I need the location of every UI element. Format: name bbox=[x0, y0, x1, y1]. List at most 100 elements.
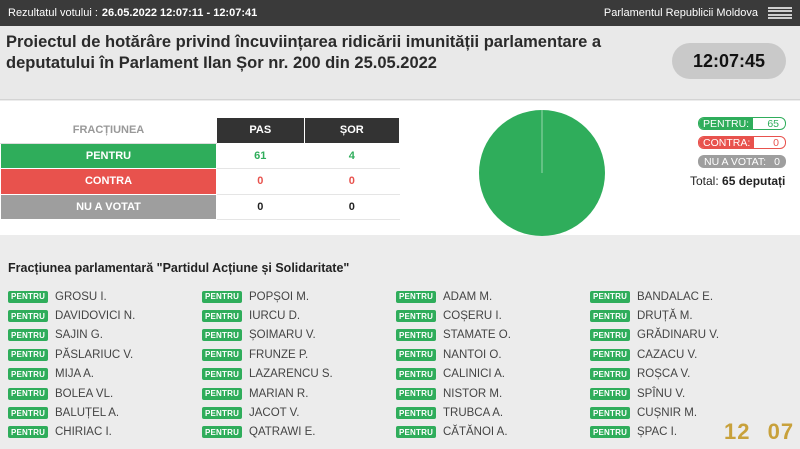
vote-table: FRACȚIUNEA PAS ȘOR PENTRU 61 4 CONTRA 0 … bbox=[0, 117, 401, 220]
deputy-name: CAZACU V. bbox=[637, 348, 698, 361]
list-item: PENTRU CĂTĂNOI A. bbox=[396, 423, 590, 442]
fraction-section: Fracțiunea parlamentară "Partidul Acțiun… bbox=[0, 249, 800, 449]
deputy-name: BALUȚEL A. bbox=[55, 407, 120, 420]
fraction-title: Fracțiunea parlamentară "Partidul Acțiun… bbox=[8, 261, 350, 275]
list-item: PENTRU TRUBCA A. bbox=[396, 403, 590, 422]
cell-pas-contra: 0 bbox=[216, 168, 305, 195]
vote-badge: PENTRU bbox=[8, 368, 48, 381]
list-item: PENTRU ADAM M. bbox=[396, 287, 590, 306]
vote-badge: PENTRU bbox=[590, 329, 630, 342]
table-row: PENTRU 61 4 bbox=[0, 142, 401, 169]
vote-badge: PENTRU bbox=[396, 348, 436, 361]
row-label-nu-a-votat: NU A VOTAT bbox=[0, 193, 217, 220]
deputy-name: NISTOR M. bbox=[443, 387, 503, 400]
vote-result-info: Rezultatul votului : 26.05.2022 12:07:11… bbox=[8, 7, 257, 19]
row-label-pentru: PENTRU bbox=[0, 142, 217, 169]
deputy-name: DRUȚĂ M. bbox=[637, 310, 693, 323]
vote-badge: PENTRU bbox=[202, 387, 242, 400]
total-label: Total: bbox=[690, 174, 719, 188]
vote-badge: PENTRU bbox=[590, 290, 630, 303]
deputy-name: GRĂDINARU V. bbox=[637, 329, 720, 342]
legend-pentru: PENTRU: 65 bbox=[698, 117, 786, 130]
vote-badge: PENTRU bbox=[8, 310, 48, 323]
deputy-name: ROȘCA V. bbox=[637, 368, 691, 381]
vote-badge: PENTRU bbox=[590, 426, 630, 439]
vote-badge: PENTRU bbox=[396, 329, 436, 342]
list-item: PENTRU IURCU D. bbox=[202, 306, 396, 325]
result-range: 26.05.2022 12:07:11 - 12:07:41 bbox=[101, 7, 258, 19]
vote-badge: PENTRU bbox=[396, 426, 436, 439]
vote-badge: PENTRU bbox=[8, 426, 48, 439]
list-item: PENTRU CHIRIAC I. bbox=[8, 423, 202, 442]
vote-badge: PENTRU bbox=[396, 290, 436, 303]
deputy-name: ȘPAC I. bbox=[637, 426, 678, 439]
deputy-name: IURCU D. bbox=[249, 310, 301, 323]
deputy-name: JACOT V. bbox=[249, 407, 300, 420]
list-item: PENTRU LAZARENCU S. bbox=[202, 365, 396, 384]
list-item: PENTRU BOLEA VL. bbox=[8, 384, 202, 403]
vote-badge: PENTRU bbox=[202, 426, 242, 439]
legend-pentru-label: PENTRU: bbox=[699, 118, 754, 130]
list-item: PENTRU SPÎNU V. bbox=[590, 384, 784, 403]
vote-summary: FRACȚIUNEA PAS ȘOR PENTRU 61 4 CONTRA 0 … bbox=[0, 101, 800, 236]
column-sor: ȘOR bbox=[303, 117, 401, 144]
vote-badge: PENTRU bbox=[202, 329, 242, 342]
deputies-grid: PENTRU GROSU I. PENTRU DAVIDOVICI N. PENTRU S… bbox=[8, 287, 800, 442]
deputy-name: COȘERU I. bbox=[443, 310, 502, 323]
total-deputies: Total: 65 deputați bbox=[690, 174, 798, 188]
deputy-name: NANTOI O. bbox=[443, 348, 502, 361]
list-item: PENTRU CAZACU V. bbox=[590, 345, 784, 364]
deputy-name: GROSU I. bbox=[55, 290, 107, 303]
deputy-name: TRUBCA A. bbox=[443, 407, 504, 420]
vote-badge: PENTRU bbox=[8, 329, 48, 342]
list-item: PENTRU ȘPAC I. bbox=[590, 423, 784, 442]
legend-contra-label: CONTRA: bbox=[699, 137, 755, 149]
vote-badge: PENTRU bbox=[202, 407, 242, 420]
bill-title: Proiectul de hotărâre privind încuviința… bbox=[6, 33, 602, 72]
cell-sor-pentru: 4 bbox=[303, 142, 401, 169]
deputy-name: SAJIN G. bbox=[55, 329, 103, 342]
vote-badge: PENTRU bbox=[396, 387, 436, 400]
list-item: PENTRU SAJIN G. bbox=[8, 326, 202, 345]
vote-badge: PENTRU bbox=[202, 348, 242, 361]
vote-badge: PENTRU bbox=[202, 310, 242, 323]
deputy-name: LAZARENCU S. bbox=[249, 368, 333, 381]
list-item: PENTRU NISTOR M. bbox=[396, 384, 590, 403]
list-item: PENTRU BANDALAC E. bbox=[590, 287, 784, 306]
vote-badge: PENTRU bbox=[590, 310, 630, 323]
parliament-name: Parlamentul Republicii Moldova bbox=[603, 7, 758, 19]
legend-nav-label: NU A VOTAT: bbox=[704, 155, 767, 168]
vote-badge: PENTRU bbox=[8, 348, 48, 361]
list-item: PENTRU CUȘNIR M. bbox=[590, 403, 784, 422]
legend-contra: CONTRA: 0 bbox=[698, 136, 786, 149]
deputy-name: ȘOIMARU V. bbox=[249, 329, 316, 342]
cell-pas-pentru: 61 bbox=[216, 142, 305, 169]
list-item: PENTRU DRUȚĂ M. bbox=[590, 306, 784, 325]
legend-nav-value: 0 bbox=[774, 155, 780, 168]
vote-badge: PENTRU bbox=[396, 368, 436, 381]
list-item: PENTRU MIJA A. bbox=[8, 365, 202, 384]
list-item: PENTRU COȘERU I. bbox=[396, 306, 590, 325]
cell-sor-nu-a-votat: 0 bbox=[303, 193, 401, 220]
deputy-name: ADAM M. bbox=[443, 290, 493, 303]
cell-sor-contra: 0 bbox=[303, 168, 401, 195]
deputy-name: CHIRIAC I. bbox=[55, 426, 112, 439]
list-item: PENTRU DAVIDOVICI N. bbox=[8, 306, 202, 325]
deputy-name: FRUNZE P. bbox=[249, 348, 309, 361]
vote-badge: PENTRU bbox=[202, 290, 242, 303]
title-section: Proiectul de hotărâre privind încuviința… bbox=[0, 26, 800, 100]
list-item: PENTRU GRĂDINARU V. bbox=[590, 326, 784, 345]
deputy-name: MARIAN R. bbox=[249, 387, 309, 400]
vote-badge: PENTRU bbox=[590, 368, 630, 381]
list-item: PENTRU NANTOI O. bbox=[396, 345, 590, 364]
list-item: PENTRU FRUNZE P. bbox=[202, 345, 396, 364]
list-item: PENTRU GROSU I. bbox=[8, 287, 202, 306]
total-value: 65 deputați bbox=[722, 174, 786, 188]
vote-badge: PENTRU bbox=[590, 348, 630, 361]
legend-contra-value: 0 bbox=[773, 136, 779, 149]
list-item: PENTRU CALINICI A. bbox=[396, 365, 590, 384]
deputy-name: CUȘNIR M. bbox=[637, 407, 698, 420]
deputy-name: BANDALAC E. bbox=[637, 290, 714, 303]
deputy-name: STAMATE O. bbox=[443, 329, 511, 342]
video-timestamp: 12 07 bbox=[724, 419, 795, 444]
